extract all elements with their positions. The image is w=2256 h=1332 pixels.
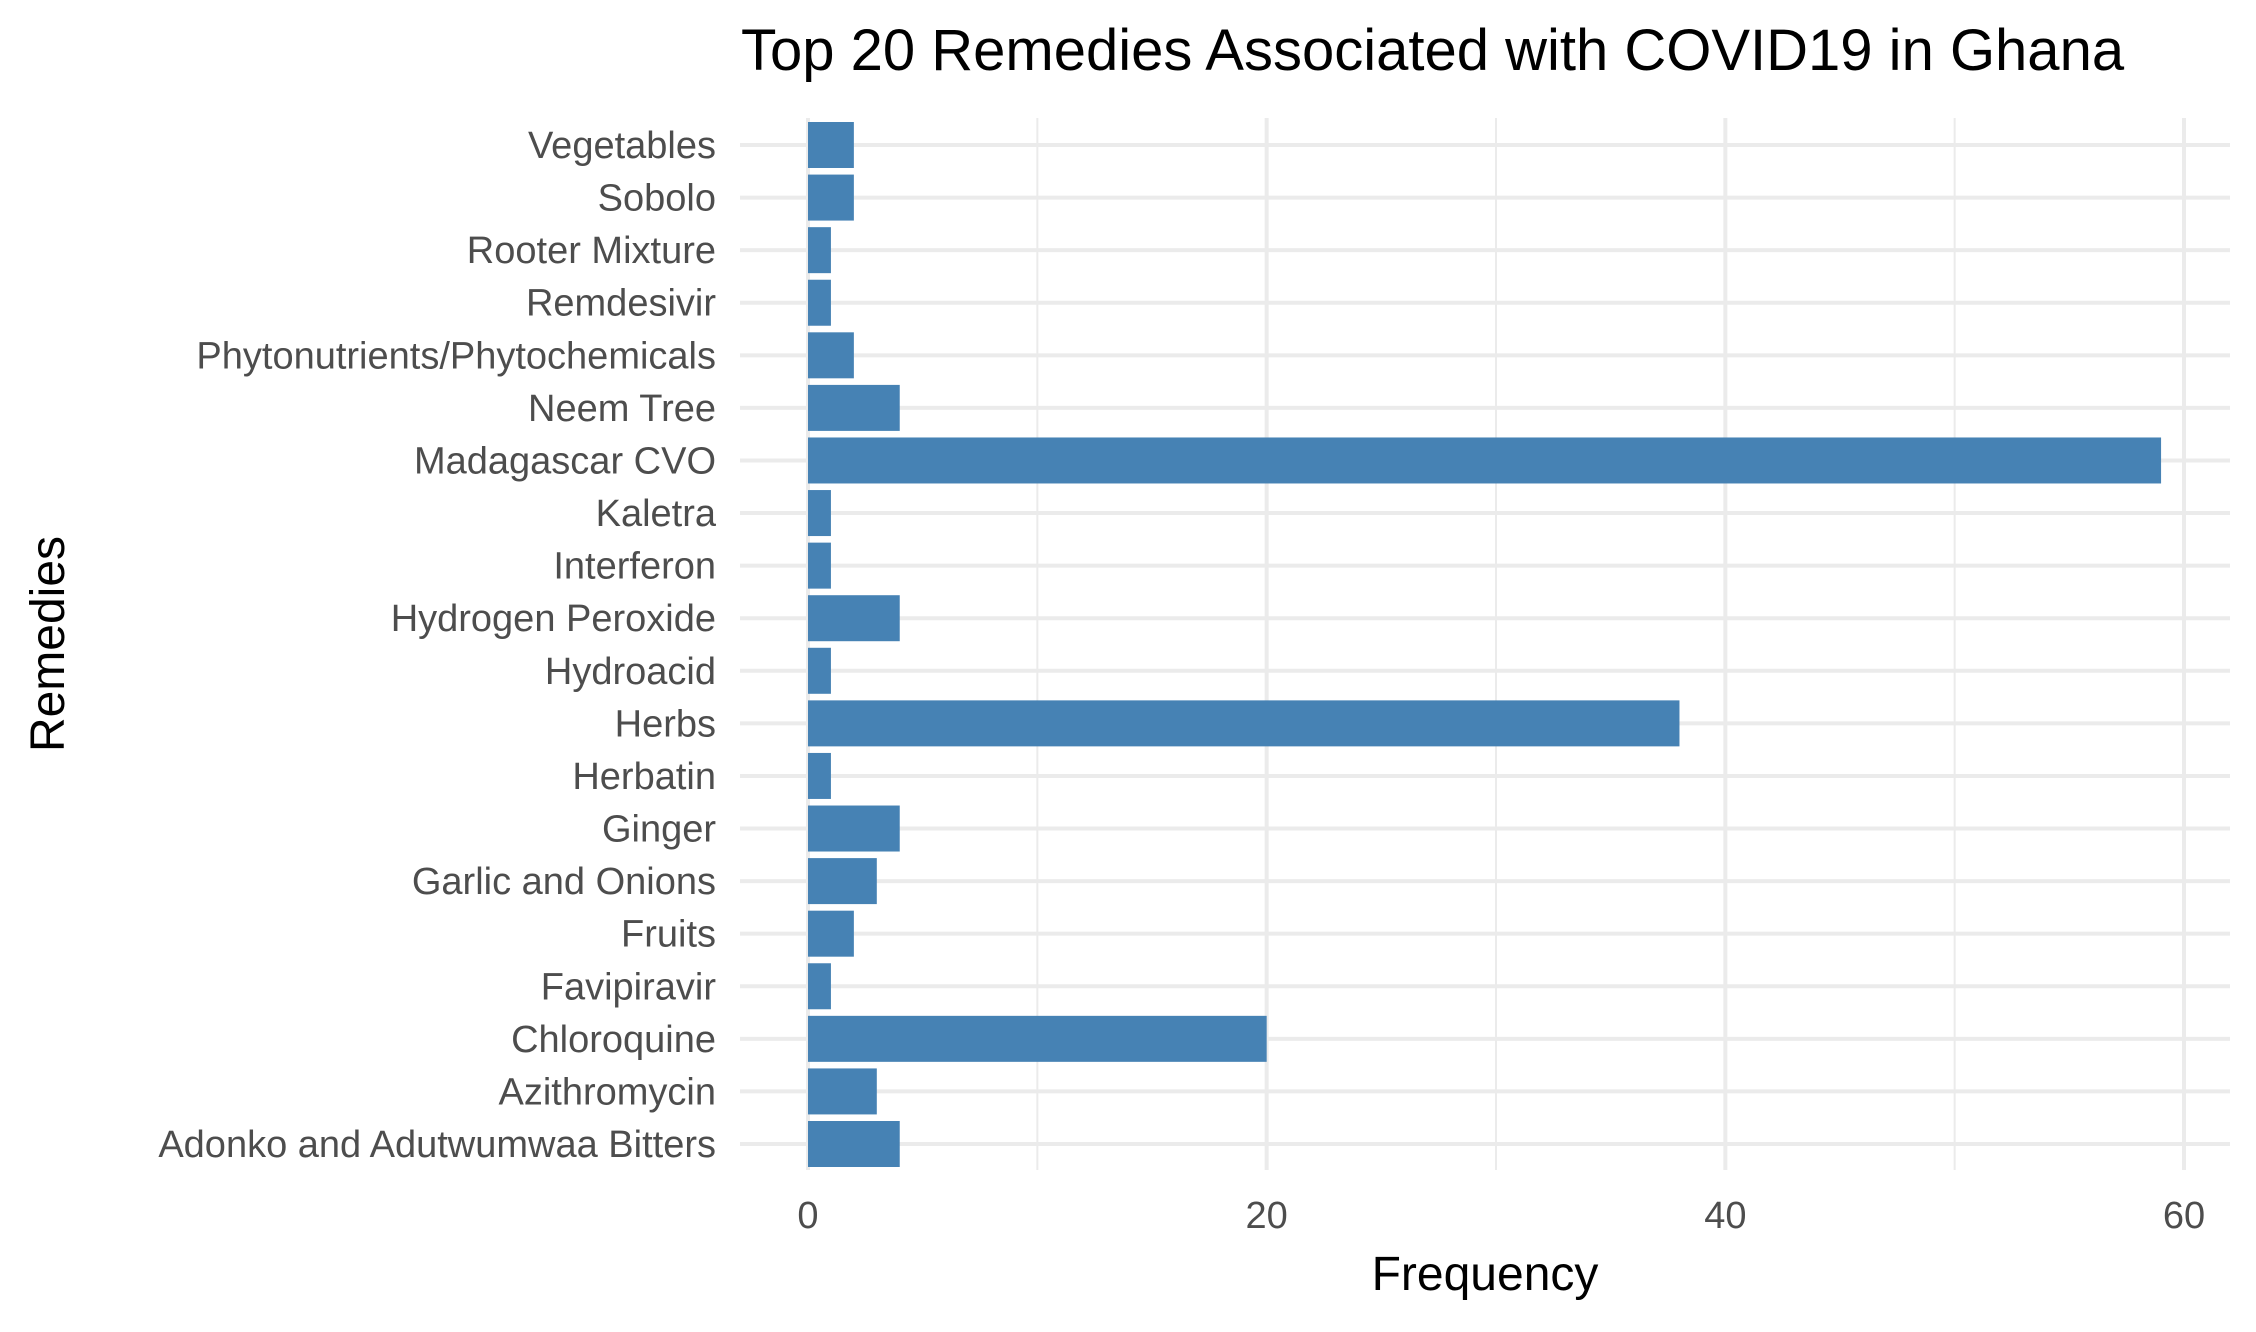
x-tick-label: 60 (2163, 1195, 2205, 1237)
y-tick-label: Phytonutrients/Phytochemicals (196, 335, 716, 377)
y-tick-label: Vegetables (528, 125, 716, 167)
y-tick-label: Herbatin (572, 756, 716, 798)
bars (808, 122, 2162, 1167)
bar (808, 910, 854, 957)
bar (808, 332, 854, 379)
y-tick-label: Remdesivir (526, 283, 716, 325)
x-axis-title: Frequency (1372, 1248, 1599, 1301)
bar (808, 384, 900, 431)
bar (808, 595, 900, 642)
y-tick-labels: Vegetables Sobolo Rooter Mixture Remdesivir… (158, 125, 717, 1166)
bar (808, 1121, 900, 1167)
bar (808, 437, 2162, 484)
y-tick-label: Interferon (553, 546, 716, 588)
y-tick-label: Kaletra (596, 493, 717, 535)
bar (808, 700, 1680, 747)
y-tick-label: Ginger (602, 809, 716, 851)
x-tick-label: 40 (1704, 1195, 1746, 1237)
y-tick-label: Favipiravir (541, 966, 717, 1008)
y-tick-label: Herbs (615, 703, 716, 745)
y-tick-label: Hydrogen Peroxide (391, 598, 716, 640)
y-tick-label: Sobolo (598, 178, 716, 220)
y-tick-label: Fruits (621, 914, 716, 956)
bar (808, 963, 831, 1010)
y-tick-label: Azithromycin (499, 1071, 717, 1113)
bar (808, 1015, 1267, 1062)
bar (808, 174, 854, 221)
y-tick-label: Adonko and Adutwumwaa Bitters (158, 1124, 716, 1166)
bar (808, 279, 831, 326)
y-tick-label: Chloroquine (511, 1019, 716, 1061)
y-tick-label: Garlic and Onions (412, 861, 716, 903)
bar (808, 647, 831, 694)
grid-lines (740, 118, 2230, 1170)
y-tick-label: Neem Tree (528, 388, 716, 430)
bar (808, 542, 831, 589)
bar (808, 490, 831, 537)
bar (808, 1068, 877, 1115)
y-tick-label: Rooter Mixture (467, 230, 716, 272)
bar (808, 752, 831, 799)
chart-title: Top 20 Remedies Associated with COVID19 … (741, 18, 2125, 83)
x-tick-label: 0 (797, 1195, 818, 1237)
bar (808, 805, 900, 852)
x-tick-label: 20 (1246, 1195, 1288, 1237)
y-tick-label: Hydroacid (545, 651, 716, 693)
x-tick-labels: 0 20 40 60 (797, 1195, 2205, 1237)
bar (808, 858, 877, 905)
y-tick-label: Madagascar CVO (414, 440, 716, 482)
bar (808, 227, 831, 274)
bar (808, 122, 854, 168)
y-axis-title: Remedies (22, 536, 75, 752)
